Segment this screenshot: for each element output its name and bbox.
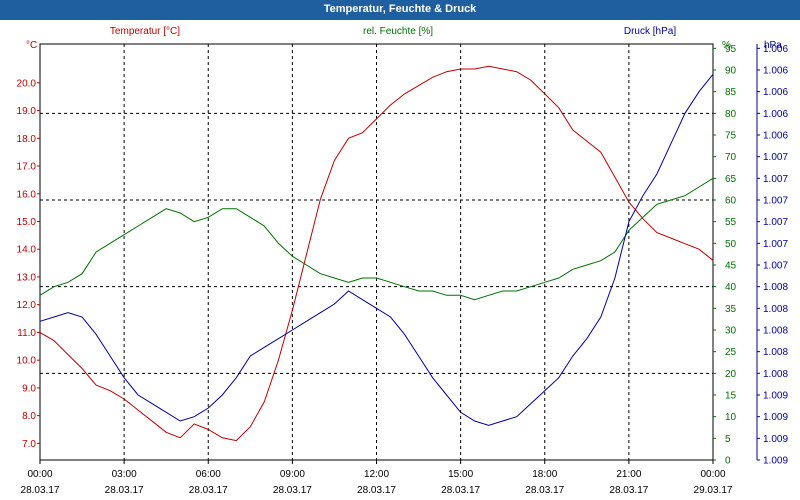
pressure-tick-label: 1.009 <box>763 456 788 467</box>
x-tick-time-label: 21:00 <box>616 469 641 480</box>
x-tick-date-label: 29.03.17 <box>694 485 733 496</box>
temperature-tick-label: 16.0 <box>17 189 37 200</box>
pressure-tick-label: 1.006 <box>763 109 788 120</box>
pressure-unit-label: hPa <box>764 40 782 51</box>
x-tick-date-label: 28.03.17 <box>189 485 228 496</box>
humidity-tick-label: 15 <box>725 391 737 402</box>
pressure-tick-label: 1.007 <box>763 261 788 272</box>
temperature-tick-label: 10.0 <box>17 356 37 367</box>
temperature-tick-label: 18.0 <box>17 134 37 145</box>
chart-plot: 7.0 8.0 9.0 10.0 11.0 12.0 13.0 14.0 15.0 16.0 17.… <box>0 20 800 500</box>
temperature-tick-label: 8.0 <box>22 411 36 422</box>
x-tick-date-label: 28.03.17 <box>105 485 144 496</box>
pressure-axis: 1.006 1.006 1.006 1.006 1.006 1.007 1.007 1.007… <box>756 44 788 467</box>
temperature-series-line <box>39 65 714 442</box>
pressure-tick-label: 1.006 <box>763 44 788 55</box>
humidity-tick-label: 80 <box>725 109 737 120</box>
pressure-tick-label: 1.009 <box>763 391 788 402</box>
x-tick-time-label: 03:00 <box>112 469 137 480</box>
x-tick-time-label: 00:00 <box>27 469 52 480</box>
humidity-series-label: rel. Feuchte [%] <box>363 26 433 37</box>
pressure-tick-label: 1.007 <box>763 152 788 163</box>
x-tick-date-label: 28.03.17 <box>273 485 312 496</box>
temperature-tick-label: 12.0 <box>17 300 37 311</box>
temperature-tick-label: 11.0 <box>17 328 36 339</box>
temperature-tick-label: 19.0 <box>17 106 37 117</box>
pressure-tick-label: 1.008 <box>763 347 788 358</box>
temperature-series-label: Temperatur [°C] <box>110 26 180 37</box>
pressure-tick-label: 1.007 <box>763 217 788 228</box>
x-tick-time-label: 09:00 <box>280 469 305 480</box>
humidity-unit-label: % <box>722 40 731 51</box>
x-tick-time-label: 00:00 <box>700 469 725 480</box>
pressure-tick-label: 1.007 <box>763 239 788 250</box>
series-layer <box>39 65 714 442</box>
humidity-tick-label: 25 <box>725 347 737 358</box>
pressure-series-label: Druck [hPa] <box>624 26 676 37</box>
temperature-axis: 7.0 8.0 9.0 10.0 11.0 12.0 13.0 14.0 15.0 16.0 17.… <box>17 78 40 450</box>
temperature-unit-label: °C <box>26 40 37 51</box>
humidity-axis: 0 5 10 15 20 25 30 35 40 45 50 55 60 65 70 75 80 85 90 95 <box>713 44 737 467</box>
pressure-tick-label: 1.008 <box>763 304 788 315</box>
humidity-tick-label: 95 <box>725 44 737 55</box>
x-tick-time-label: 15:00 <box>448 469 473 480</box>
temperature-tick-label: 15.0 <box>17 217 37 228</box>
humidity-tick-label: 85 <box>725 87 737 98</box>
temperature-tick-label: 20.0 <box>17 78 37 89</box>
humidity-tick-label: 90 <box>725 66 737 77</box>
x-tick-time-label: 06:00 <box>196 469 221 480</box>
x-tick-date-label: 28.03.17 <box>21 485 60 496</box>
humidity-tick-label: 50 <box>725 239 737 250</box>
temperature-tick-label: 17.0 <box>17 162 37 173</box>
x-tick-date-label: 28.03.17 <box>609 485 648 496</box>
humidity-tick-label: 5 <box>725 434 731 445</box>
temperature-tick-label: 9.0 <box>22 383 36 394</box>
pressure-tick-label: 1.008 <box>763 282 788 293</box>
pressure-tick-label: 1.008 <box>763 369 788 380</box>
humidity-tick-label: 75 <box>725 131 737 142</box>
temperature-tick-label: 7.0 <box>22 439 36 450</box>
humidity-tick-label: 20 <box>725 369 737 380</box>
pressure-series-line <box>39 73 714 426</box>
x-tick-date-label: 28.03.17 <box>357 485 396 496</box>
chart-title: Temperatur, Feuchte & Druck <box>0 0 800 20</box>
grid-lines <box>40 44 713 460</box>
pressure-tick-label: 1.007 <box>763 196 788 207</box>
humidity-tick-label: 40 <box>725 282 737 293</box>
pressure-tick-label: 1.009 <box>763 434 788 445</box>
pressure-tick-label: 1.009 <box>763 412 788 423</box>
x-tick-time-label: 12:00 <box>364 469 389 480</box>
temperature-tick-label: 14.0 <box>17 245 37 256</box>
pressure-tick-label: 1.006 <box>763 131 788 142</box>
pressure-tick-label: 1.006 <box>763 66 788 77</box>
humidity-tick-label: 30 <box>725 326 737 337</box>
humidity-tick-label: 65 <box>725 174 737 185</box>
temperature-tick-label: 13.0 <box>17 272 37 283</box>
humidity-series-line <box>39 177 714 301</box>
humidity-tick-label: 0 <box>725 456 731 467</box>
pressure-tick-label: 1.007 <box>763 174 788 185</box>
x-tick-date-label: 28.03.17 <box>525 485 564 496</box>
humidity-tick-label: 55 <box>725 217 737 228</box>
humidity-tick-label: 10 <box>725 412 737 423</box>
x-axis: 00:00 28.03.17 03:00 28.03.17 06:00 28.03.17 0… <box>21 460 733 496</box>
pressure-tick-label: 1.006 <box>763 87 788 98</box>
humidity-tick-label: 45 <box>725 261 737 272</box>
x-tick-date-label: 28.03.17 <box>441 485 480 496</box>
humidity-tick-label: 60 <box>725 196 737 207</box>
humidity-tick-label: 35 <box>725 304 737 315</box>
humidity-tick-label: 70 <box>725 152 737 163</box>
pressure-tick-label: 1.008 <box>763 326 788 337</box>
x-tick-time-label: 18:00 <box>532 469 557 480</box>
